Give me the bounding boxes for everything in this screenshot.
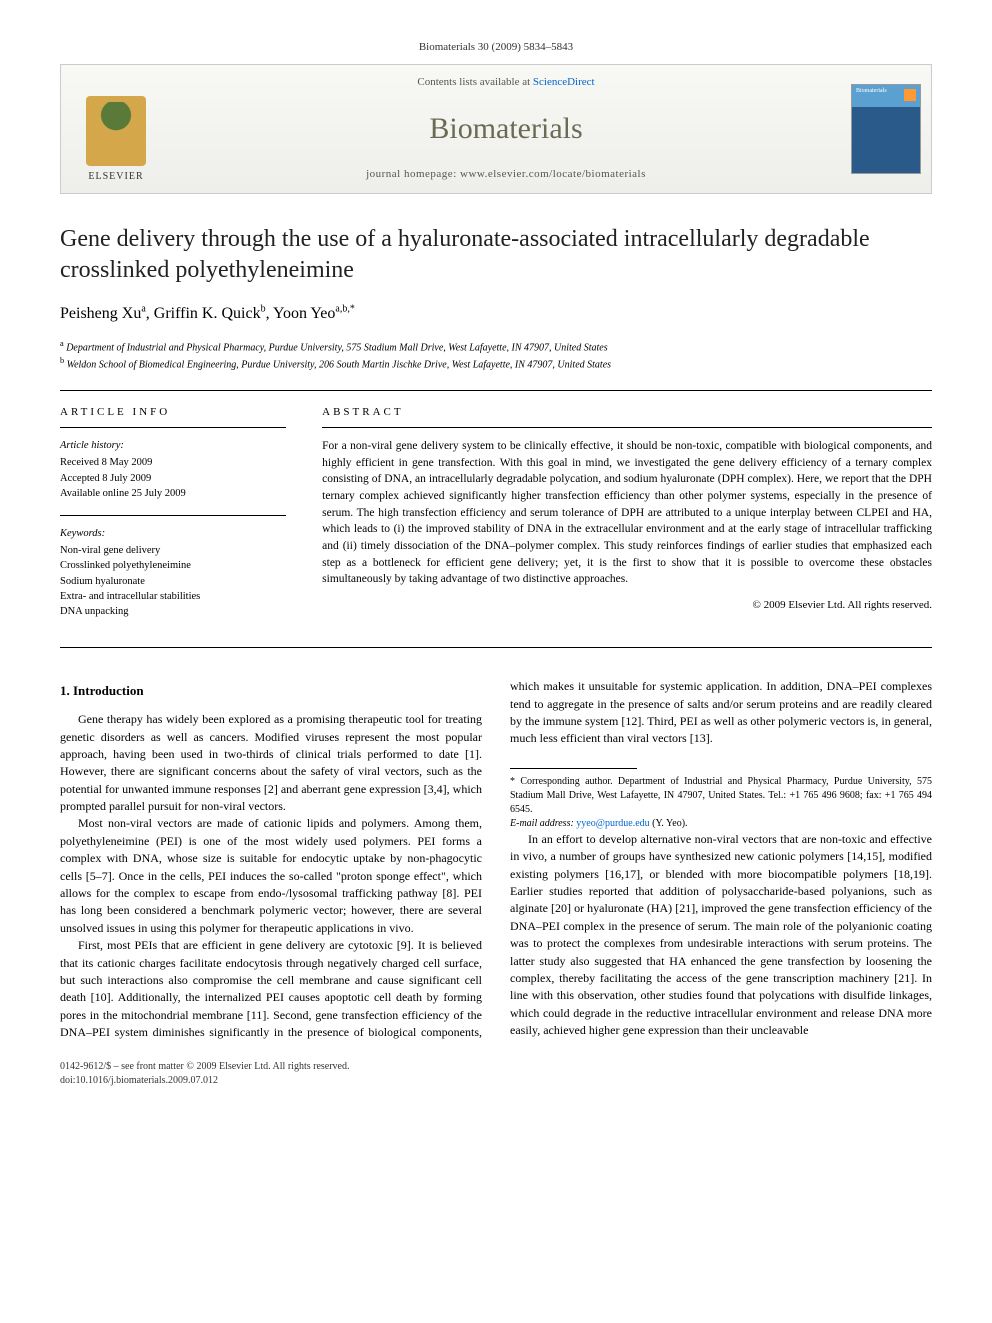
keyword: Crosslinked polyethyleneimine	[60, 558, 286, 573]
author: Griffin K. Quickb	[154, 305, 266, 322]
cover-thumbnail-block	[841, 65, 931, 193]
article-body: 1. Introduction Gene therapy has widely …	[60, 678, 932, 1041]
corresponding-author-note: * Corresponding author. Department of In…	[510, 775, 932, 817]
body-paragraph: In an effort to develop alternative non-…	[510, 831, 932, 1040]
email-link[interactable]: yyeo@purdue.edu	[576, 818, 649, 829]
elsevier-tree-icon	[86, 96, 146, 166]
keyword: Extra- and intracellular stabilities	[60, 589, 286, 604]
email-suffix: (Y. Yeo).	[650, 818, 688, 829]
journal-homepage: journal homepage: www.elsevier.com/locat…	[366, 167, 646, 183]
footnote-separator	[510, 768, 637, 769]
keyword: Non-viral gene delivery	[60, 543, 286, 558]
article-info-label: ARTICLE INFO	[60, 405, 286, 428]
abstract-text: For a non-viral gene delivery system to …	[322, 438, 932, 588]
article-title: Gene delivery through the use of a hyalu…	[60, 224, 932, 286]
author: Yoon Yeoa,b,*	[273, 305, 355, 322]
publisher-name: ELSEVIER	[86, 170, 146, 185]
keywords-label: Keywords:	[60, 526, 286, 541]
history-item: Available online 25 July 2009	[60, 486, 286, 501]
homepage-url[interactable]: www.elsevier.com/locate/biomaterials	[460, 168, 646, 180]
abstract-column: ABSTRACT For a non-viral gene delivery s…	[304, 391, 932, 647]
journal-title: Biomaterials	[429, 107, 582, 151]
running-header: Biomaterials 30 (2009) 5834–5843	[60, 40, 932, 56]
info-abstract-row: ARTICLE INFO Article history: Received 8…	[60, 390, 932, 648]
abstract-copyright: © 2009 Elsevier Ltd. All rights reserved…	[322, 598, 932, 614]
body-paragraph: Gene therapy has widely been explored as…	[60, 711, 482, 815]
body-paragraph: Most non-viral vectors are made of catio…	[60, 815, 482, 937]
footer-doi: doi:10.1016/j.biomaterials.2009.07.012	[60, 1074, 932, 1089]
author: Peisheng Xua	[60, 305, 146, 322]
author-list: Peisheng Xua, Griffin K. Quickb, Yoon Ye…	[60, 302, 932, 325]
affiliations: a Department of Industrial and Physical …	[60, 338, 932, 373]
keyword: DNA unpacking	[60, 604, 286, 619]
email-line: E-mail address: yyeo@purdue.edu (Y. Yeo)…	[510, 817, 932, 831]
affiliation: a Department of Industrial and Physical …	[60, 338, 932, 355]
homepage-label: journal homepage:	[366, 168, 460, 180]
article-history: Article history: Received 8 May 2009 Acc…	[60, 438, 286, 501]
contents-prefix: Contents lists available at	[417, 76, 532, 88]
keyword: Sodium hyaluronate	[60, 574, 286, 589]
contents-available-line: Contents lists available at ScienceDirec…	[417, 75, 594, 91]
article-info-column: ARTICLE INFO Article history: Received 8…	[60, 391, 304, 647]
affiliation: b Weldon School of Biomedical Engineerin…	[60, 355, 932, 372]
keywords-block: Keywords: Non-viral gene delivery Crossl…	[60, 515, 286, 619]
footnotes: * Corresponding author. Department of In…	[510, 775, 932, 831]
history-label: Article history:	[60, 438, 286, 453]
journal-cover-icon	[851, 84, 921, 174]
journal-banner: ELSEVIER Contents lists available at Sci…	[60, 64, 932, 194]
abstract-label: ABSTRACT	[322, 405, 932, 428]
section-heading: 1. Introduction	[60, 682, 482, 701]
history-item: Received 8 May 2009	[60, 455, 286, 470]
history-item: Accepted 8 July 2009	[60, 471, 286, 486]
footer-front-matter: 0142-9612/$ – see front matter © 2009 El…	[60, 1060, 932, 1075]
publisher-logo-block: ELSEVIER	[61, 65, 171, 193]
page-footer: 0142-9612/$ – see front matter © 2009 El…	[60, 1060, 932, 1089]
sciencedirect-link[interactable]: ScienceDirect	[533, 76, 595, 88]
email-label: E-mail address:	[510, 818, 576, 829]
